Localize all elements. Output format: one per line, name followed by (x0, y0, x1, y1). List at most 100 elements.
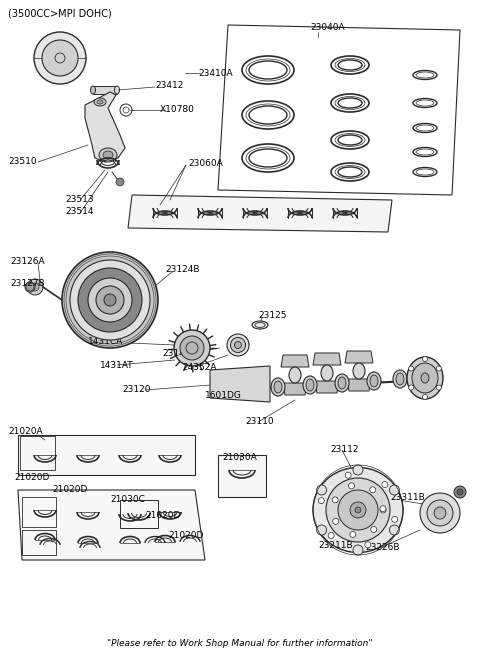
Bar (22, 530, 56, 555)
Ellipse shape (274, 381, 282, 393)
Ellipse shape (25, 282, 35, 292)
Text: 23060A: 23060A (188, 159, 223, 168)
Ellipse shape (370, 375, 378, 387)
Ellipse shape (338, 377, 346, 389)
Text: 23127B: 23127B (10, 278, 45, 288)
Ellipse shape (306, 379, 314, 391)
Polygon shape (315, 381, 339, 393)
Text: 24352A: 24352A (182, 364, 216, 373)
Text: 23126A: 23126A (10, 257, 45, 267)
Circle shape (328, 533, 334, 538)
Ellipse shape (230, 337, 245, 352)
Text: 1431AT: 1431AT (100, 362, 133, 371)
Circle shape (332, 497, 338, 503)
Ellipse shape (94, 98, 106, 106)
Text: 23226B: 23226B (365, 544, 399, 553)
Bar (20, 436, 55, 470)
Ellipse shape (353, 363, 365, 379)
Circle shape (174, 330, 210, 366)
Ellipse shape (367, 372, 381, 390)
Ellipse shape (421, 373, 429, 383)
Ellipse shape (396, 373, 404, 385)
Text: 23110: 23110 (245, 417, 274, 426)
Text: 21020D: 21020D (14, 474, 49, 483)
Text: 23311B: 23311B (390, 493, 425, 502)
Polygon shape (345, 351, 373, 363)
Circle shape (355, 507, 361, 513)
Ellipse shape (303, 376, 317, 394)
Ellipse shape (271, 378, 285, 396)
Text: 23513: 23513 (65, 195, 94, 204)
Text: 21020D: 21020D (145, 512, 180, 521)
Polygon shape (85, 92, 125, 162)
Circle shape (382, 481, 388, 487)
Ellipse shape (313, 468, 403, 553)
Ellipse shape (412, 363, 438, 393)
Circle shape (338, 490, 378, 530)
Circle shape (62, 252, 158, 348)
Polygon shape (283, 383, 307, 395)
Circle shape (26, 283, 34, 291)
Circle shape (436, 366, 441, 371)
Circle shape (420, 493, 460, 533)
Text: 23125: 23125 (258, 312, 287, 320)
Circle shape (454, 486, 466, 498)
Polygon shape (18, 490, 205, 560)
Text: 23112: 23112 (330, 445, 359, 455)
Polygon shape (313, 353, 341, 365)
Bar (120, 500, 158, 528)
Ellipse shape (115, 86, 120, 94)
Circle shape (88, 278, 132, 322)
Circle shape (345, 472, 351, 478)
Circle shape (365, 542, 371, 548)
Text: 23510: 23510 (8, 157, 36, 166)
Bar (93, 86, 117, 94)
Text: 21020D: 21020D (52, 485, 87, 495)
Text: "Please refer to Work Shop Manual for further information": "Please refer to Work Shop Manual for fu… (107, 639, 373, 648)
Circle shape (317, 485, 326, 495)
Ellipse shape (335, 374, 349, 392)
Circle shape (180, 336, 204, 360)
Ellipse shape (97, 100, 103, 104)
Polygon shape (281, 355, 309, 367)
Circle shape (353, 465, 363, 475)
Text: 23412: 23412 (155, 81, 183, 90)
Circle shape (31, 283, 39, 291)
Circle shape (371, 527, 377, 533)
Ellipse shape (252, 321, 268, 329)
Bar (218, 455, 266, 497)
Circle shape (333, 518, 339, 525)
Circle shape (34, 32, 86, 84)
Ellipse shape (235, 341, 241, 348)
Circle shape (96, 286, 124, 314)
Ellipse shape (407, 357, 443, 399)
Circle shape (348, 483, 355, 489)
Circle shape (389, 485, 399, 495)
Text: 21030A: 21030A (222, 453, 257, 462)
Circle shape (427, 500, 453, 526)
Text: 23141: 23141 (162, 350, 191, 358)
Ellipse shape (91, 86, 96, 94)
Ellipse shape (393, 370, 407, 388)
Text: 23211B: 23211B (318, 540, 353, 550)
Circle shape (422, 394, 428, 400)
Text: 21020A: 21020A (8, 428, 43, 436)
Text: X10780: X10780 (160, 105, 195, 115)
Polygon shape (218, 25, 460, 195)
Polygon shape (128, 195, 392, 232)
Text: 23040A: 23040A (310, 24, 345, 33)
Circle shape (27, 279, 43, 295)
Bar (22, 497, 56, 527)
Text: 1601DG: 1601DG (205, 390, 242, 400)
Circle shape (317, 525, 326, 535)
Circle shape (392, 516, 398, 522)
Ellipse shape (227, 334, 249, 356)
Circle shape (370, 487, 376, 493)
Ellipse shape (289, 367, 301, 383)
Circle shape (350, 502, 366, 518)
Circle shape (380, 506, 386, 512)
Text: 23120: 23120 (122, 386, 151, 394)
Circle shape (318, 498, 324, 504)
Text: 23514: 23514 (65, 208, 94, 217)
Circle shape (78, 268, 142, 332)
